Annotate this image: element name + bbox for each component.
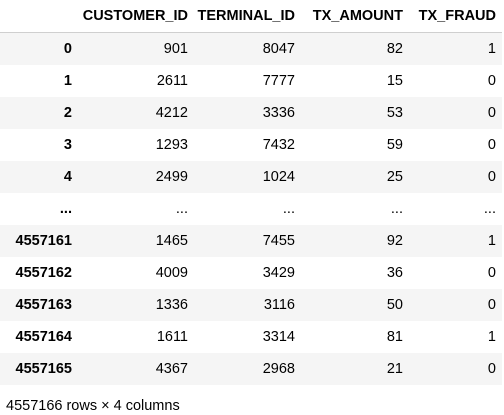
cell-tx-fraud: 0	[487, 104, 496, 121]
row-index: 4557161	[15, 232, 72, 249]
cell-customer-id: 1293	[155, 136, 188, 153]
column-header-terminal-id: TERMINAL_ID	[194, 0, 301, 33]
cell-tx-amount: 50	[386, 296, 403, 313]
dataframe-shape-caption: 4557166 rows × 4 columns	[6, 398, 180, 414]
header-row: CUSTOMER_ID TERMINAL_ID TX_AMOUNT TX_FRA…	[0, 0, 502, 33]
cell-terminal-id: ...	[282, 200, 295, 217]
column-header-tx-amount: TX_AMOUNT	[301, 0, 409, 33]
cell-tx-amount: 15	[386, 72, 403, 89]
table-row: 4 2499 1024 25 0	[0, 160, 502, 193]
cell-tx-amount: 21	[386, 360, 403, 377]
column-header-tx-fraud: TX_FRAUD	[409, 0, 502, 33]
cell-terminal-id: 8047	[262, 40, 295, 57]
table-row: 0 901 8047 82 1	[0, 32, 502, 65]
cell-tx-fraud: 0	[487, 296, 496, 313]
row-index: 4	[63, 168, 72, 185]
table-row: 4557163 1336 3116 50 0	[0, 288, 502, 321]
table-row: 4557162 4009 3429 36 0	[0, 257, 502, 289]
cell-tx-fraud: 0	[487, 360, 496, 377]
table-row: 4557164 1611 3314 81 1	[0, 321, 502, 353]
row-index: 4557163	[15, 296, 72, 313]
cell-terminal-id: 3314	[262, 328, 295, 345]
cell-terminal-id: 2968	[262, 360, 295, 377]
cell-terminal-id: 3429	[262, 264, 295, 281]
table-row: 4557161 1465 7455 92 1	[0, 224, 502, 257]
row-index: 1	[63, 72, 72, 89]
cell-customer-id: 4212	[155, 104, 188, 121]
cell-tx-fraud: 0	[487, 72, 496, 89]
row-index: 0	[63, 40, 72, 57]
cell-terminal-id: 3116	[263, 296, 295, 313]
cell-terminal-id: 7777	[262, 72, 295, 89]
cell-tx-fraud: 0	[487, 264, 496, 281]
table-row: 2 4212 3336 53 0	[0, 96, 502, 129]
cell-customer-id: 2499	[155, 168, 188, 185]
row-index: ...	[59, 200, 72, 217]
cell-tx-amount: 53	[386, 104, 403, 121]
cell-customer-id: 1465	[155, 232, 188, 249]
cell-tx-amount: 82	[386, 40, 403, 57]
table-row: 3 1293 7432 59 0	[0, 129, 502, 161]
cell-tx-fraud: 0	[487, 168, 496, 185]
cell-customer-id: 901	[163, 40, 188, 57]
cell-customer-id: 2611	[156, 72, 188, 89]
cell-terminal-id: 1024	[262, 168, 295, 185]
cell-terminal-id: 7432	[262, 136, 295, 153]
cell-customer-id: 1611	[156, 328, 188, 345]
table-row: 1 2611 7777 15 0	[0, 65, 502, 97]
dataframe-table: CUSTOMER_ID TERMINAL_ID TX_AMOUNT TX_FRA…	[0, 0, 502, 385]
cell-tx-amount: 92	[386, 232, 403, 249]
cell-tx-amount: 36	[386, 264, 403, 281]
cell-tx-fraud: 1	[487, 40, 496, 57]
cell-tx-amount: 59	[386, 136, 403, 153]
row-index: 4557164	[15, 328, 72, 345]
row-index: 2	[63, 104, 72, 121]
row-index: 4557165	[15, 360, 72, 377]
cell-tx-fraud: 1	[487, 232, 496, 249]
table-row: 4557165 4367 2968 21 0	[0, 352, 502, 385]
cell-customer-id: 4367	[155, 360, 188, 377]
table-body: 0 901 8047 82 1 1 2611 7777 15 0 2 4212 …	[0, 32, 502, 385]
cell-tx-amount: 81	[386, 328, 403, 345]
cell-tx-fraud: 1	[487, 328, 496, 345]
table-row-ellipsis: ... ... ... ... ...	[0, 193, 502, 225]
row-index: 4557162	[15, 264, 72, 281]
cell-customer-id: ...	[175, 200, 188, 217]
cell-customer-id: 1336	[155, 296, 188, 313]
cell-customer-id: 4009	[155, 264, 188, 281]
cell-tx-amount: ...	[390, 200, 403, 217]
cell-tx-amount: 25	[386, 168, 403, 185]
column-header-index	[0, 0, 78, 33]
cell-tx-fraud: 0	[487, 136, 496, 153]
column-header-customer-id: CUSTOMER_ID	[78, 0, 194, 33]
row-index: 3	[63, 136, 72, 153]
cell-tx-fraud: ...	[483, 200, 496, 217]
cell-terminal-id: 3336	[262, 104, 295, 121]
cell-terminal-id: 7455	[262, 232, 295, 249]
table-header: CUSTOMER_ID TERMINAL_ID TX_AMOUNT TX_FRA…	[0, 0, 502, 33]
